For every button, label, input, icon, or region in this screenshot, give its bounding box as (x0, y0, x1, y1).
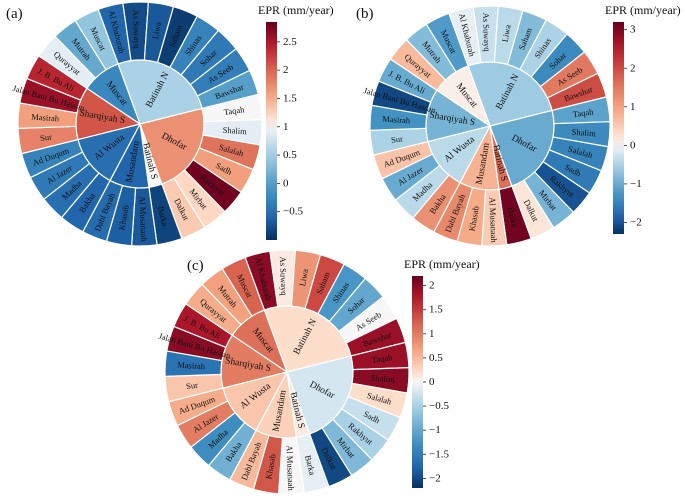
outer-label-taqah: Taqah (572, 106, 595, 119)
colorbar-title: EPR (mm/year) (258, 3, 334, 17)
outer-label-as-suwayq: As Suwayq (278, 256, 289, 296)
colorbar-tick-label: 0.5 (283, 149, 297, 161)
outer-label-khasab: Khasab (116, 204, 130, 231)
colorbar-tick-label: 0 (283, 177, 289, 189)
colorbar-tick-label: 0.5 (429, 352, 443, 364)
panel-b: (b)Batinah NAl Khaburah As Suwayq Liwa Saha… (356, 3, 681, 247)
panel-letter: (a) (6, 6, 23, 22)
outer-label-taqah: Taqah (371, 352, 394, 365)
outer-segment-muscat[interactable] (74, 8, 119, 71)
colorbar-title: EPR (mm/year) (404, 257, 480, 271)
outer-label-masirah: Masirah (382, 114, 411, 126)
outer-label-liwa: Liwa (500, 24, 513, 43)
outer-label-shalim: Shalim (222, 125, 247, 137)
colorbar: EPR (mm/year) −2 −1 0 1 2 3 (605, 3, 681, 234)
outer-label-barka: Barka (303, 454, 318, 476)
panel-letter: (c) (187, 258, 204, 274)
outer-label-masirah: Masirah (31, 112, 60, 124)
outer-label-barka: Barka (506, 206, 521, 228)
colorbar-tick-label: −1 (630, 178, 642, 190)
colorbar: EPR (mm/year) −0.5 0 0.5 1 1.5 2 2.5 (258, 3, 334, 240)
outer-label-liwa: Liwa (297, 268, 310, 287)
panel-a: (a)Batinah NAl Khaburah As Suwayq Liwa Saha… (6, 1, 334, 247)
colorbar-tick-label: −0.5 (429, 400, 449, 412)
outer-label-al-musanaah: Al Musanaah (138, 196, 150, 243)
sunburst: Batinah NAl Khaburah As Suwayq Liwa SahamSh… (12, 1, 263, 247)
outer-label-sur: Sur (39, 132, 52, 144)
outer-label-shalim: Shalim (571, 127, 596, 139)
outer-label-barka: Barka (156, 205, 171, 227)
colorbar-gradient (412, 276, 423, 488)
colorbar-tick-label: 3 (630, 24, 636, 36)
colorbar-tick-label: 1 (283, 121, 289, 133)
outer-label-khasab: Khasab (467, 205, 481, 232)
colorbar-tick-label: −0.5 (283, 206, 303, 218)
sunburst: Batinah NAl Khaburah As Suwayq Liwa SahamSh… (362, 5, 611, 247)
outer-segment-muscat[interactable] (221, 256, 266, 317)
colorbar-tick-label: 1 (429, 328, 435, 340)
outer-segment-muscat[interactable] (425, 12, 469, 73)
colorbar-title: EPR (mm/year) (605, 3, 681, 17)
colorbar-tick-label: −2 (630, 216, 642, 228)
colorbar-tick-label: −2 (429, 472, 441, 484)
colorbar-tick-label: 2 (630, 62, 636, 74)
outer-label-as-suwayq: As Suwayq (481, 12, 492, 52)
colorbar-tick-label: 1.5 (283, 92, 297, 104)
colorbar-tick-label: 1 (630, 101, 636, 113)
outer-label-taqah: Taqah (223, 104, 246, 117)
outer-label-sur: Sur (185, 380, 198, 392)
colorbar-tick-label: −1.5 (429, 448, 449, 460)
colorbar-gradient (613, 22, 624, 234)
colorbar: EPR (mm/year) −2 −1.5 −1 −0.5 0 0.5 1 1.5 2 (404, 257, 480, 488)
colorbar-tick-label: 0 (429, 376, 435, 388)
outer-label-al-musanaah: Al Musanaah (285, 445, 297, 492)
colorbar-tick-label: 0 (630, 139, 636, 151)
sunburst: Batinah NAl Khaburah As Suwayq Liwa SahamSh… (158, 249, 410, 495)
colorbar-tick-label: 2 (283, 64, 289, 76)
outer-label-as-suwayq: As Suwayq (131, 9, 142, 49)
outer-label-liwa: Liwa (150, 21, 163, 40)
outer-label-sur: Sur (390, 133, 403, 145)
outer-label-masirah: Masirah (177, 359, 206, 371)
outer-label-khasab: Khasab (263, 453, 277, 480)
outer-label-al-musanaah: Al Musanaah (488, 197, 500, 244)
panel-c: (c)Batinah NAl Khaburah As Suwayq Liwa Saha… (158, 249, 480, 495)
colorbar-tick-label: 2 (429, 280, 435, 292)
outer-label-shalim: Shalim (370, 373, 395, 385)
colorbar-tick-label: −1 (429, 424, 441, 436)
panel-letter: (b) (356, 6, 374, 22)
colorbar-tick-label: 1.5 (429, 304, 443, 316)
colorbar-tick-label: 2.5 (283, 36, 297, 48)
colorbar-gradient (266, 22, 277, 240)
